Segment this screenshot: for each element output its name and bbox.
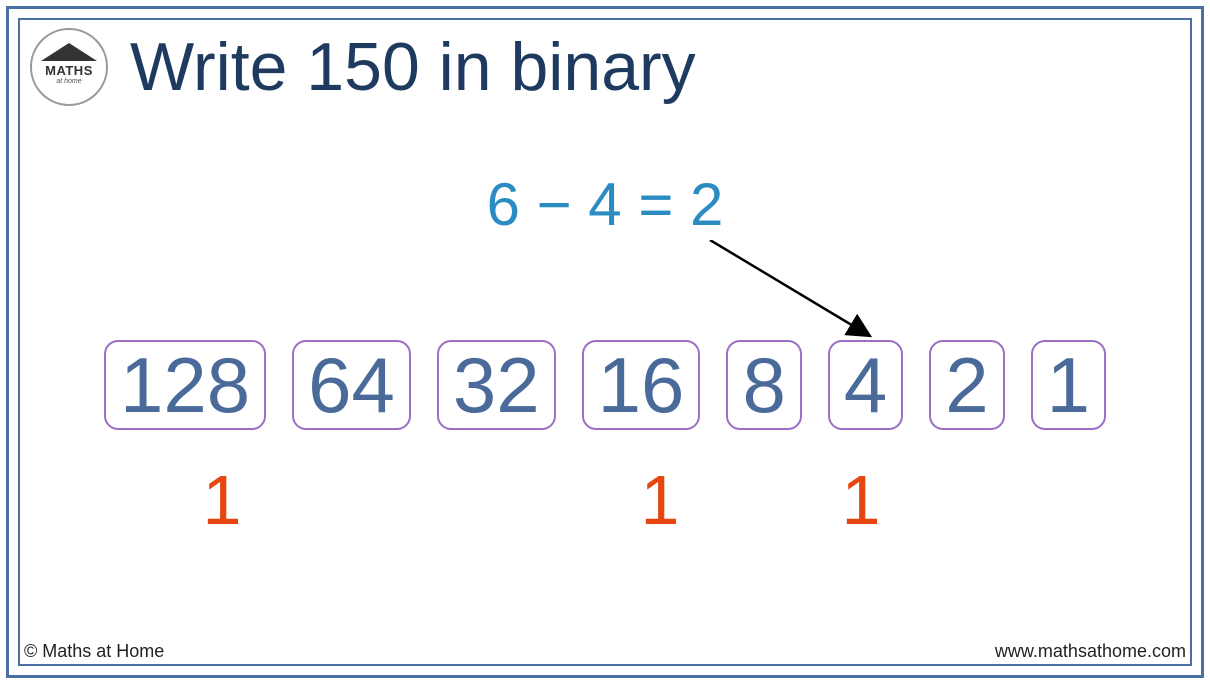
place-value-1: 1 [1031,340,1106,430]
place-value-4: 4 [828,340,903,430]
place-value-32: 32 [437,340,556,430]
binary-digit-6 [918,465,980,535]
binary-digits-row: 1 1 1 [0,465,1210,535]
binary-digit-3: 1 [604,465,716,535]
logo-sub-text: at home [56,78,81,85]
place-value-2: 2 [929,340,1004,430]
logo-roof-icon [41,43,97,61]
place-value-8: 8 [726,340,801,430]
place-values-row: 128 64 32 16 8421 [0,340,1210,430]
footer-url: www.mathsathome.com [995,641,1186,662]
binary-digit-7 [1006,465,1068,535]
binary-digit-5: 1 [830,465,892,535]
place-value-128: 128 [104,340,266,430]
binary-digit-2 [466,465,578,535]
footer-copyright: © Maths at Home [24,641,164,662]
binary-digit-1 [328,465,440,535]
binary-digit-0: 1 [142,465,302,535]
binary-digit-4 [742,465,804,535]
page-title: Write 150 in binary [130,28,696,106]
logo-main-text: MATHS [45,63,93,78]
equation-text: 6 − 4 = 2 [0,170,1210,239]
place-value-64: 64 [292,340,411,430]
brand-logo: MATHS at home [30,28,108,106]
place-value-16: 16 [582,340,701,430]
